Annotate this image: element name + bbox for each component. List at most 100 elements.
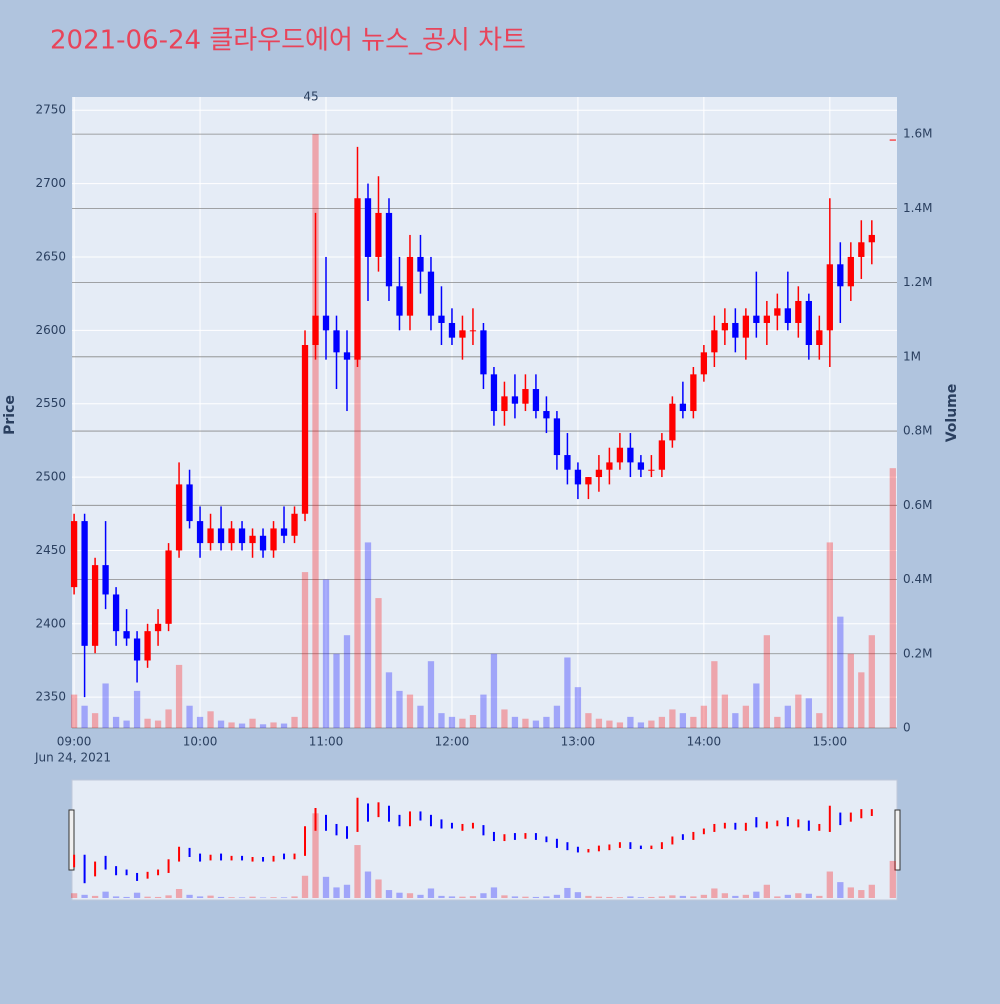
candle-body bbox=[522, 389, 529, 404]
volume-bar bbox=[679, 713, 687, 728]
y-tick-label: 2600 bbox=[35, 323, 66, 337]
mini-volume-bar bbox=[868, 884, 875, 898]
slider-handle-right[interactable] bbox=[894, 809, 901, 871]
volume-bar bbox=[238, 723, 246, 728]
x-tick-label: 12:00 bbox=[435, 735, 470, 749]
mini-volume-bar bbox=[417, 894, 424, 898]
candle-body bbox=[795, 300, 802, 323]
mini-volume-bar bbox=[70, 893, 78, 898]
volume-bar bbox=[490, 653, 498, 728]
volume-bar bbox=[406, 694, 414, 728]
volume-bar bbox=[291, 716, 298, 728]
volume-bar bbox=[627, 716, 634, 728]
candle-body bbox=[763, 315, 770, 323]
volume-bar bbox=[553, 705, 561, 728]
candle-body bbox=[312, 315, 319, 345]
candle-body bbox=[70, 521, 78, 588]
volume-bar bbox=[385, 672, 393, 728]
x-tick-label: 15:00 bbox=[813, 735, 848, 749]
candle-body bbox=[637, 462, 645, 470]
mini-volume-bar bbox=[375, 879, 382, 898]
candle-body bbox=[354, 198, 361, 360]
mini-volume-bar bbox=[732, 895, 739, 898]
volume-bar bbox=[459, 718, 466, 728]
volume-bar bbox=[763, 635, 770, 728]
y2-tick-label: 0.2M bbox=[903, 646, 932, 660]
candle-body bbox=[711, 330, 718, 353]
volume-bar bbox=[280, 723, 288, 728]
volume-bar bbox=[448, 716, 456, 728]
candle-body bbox=[721, 322, 729, 331]
mini-volume-bar bbox=[889, 860, 896, 898]
volume-bar bbox=[259, 724, 267, 728]
mini-volume-bar bbox=[858, 890, 865, 898]
plot-area bbox=[72, 97, 897, 728]
candle-body bbox=[448, 322, 456, 338]
mini-volume-bar bbox=[805, 893, 812, 898]
candle-body bbox=[438, 315, 445, 323]
slider-handle-left[interactable] bbox=[68, 809, 75, 871]
volume-bar bbox=[532, 720, 540, 728]
volume-bar bbox=[123, 720, 130, 728]
mini-volume-bar bbox=[637, 897, 645, 898]
mini-volume-bar bbox=[81, 894, 88, 898]
mini-volume-bar bbox=[469, 896, 477, 898]
volume-bar bbox=[511, 716, 519, 728]
candle-body bbox=[364, 198, 372, 257]
candle-body bbox=[816, 330, 823, 345]
y2-tick-label: 1M bbox=[903, 349, 921, 363]
candle-body bbox=[490, 374, 498, 412]
volume-bar bbox=[270, 722, 277, 728]
candle-body bbox=[826, 264, 833, 331]
range-slider[interactable] bbox=[71, 779, 898, 901]
mini-volume-bar bbox=[364, 871, 372, 898]
volume-bar bbox=[816, 713, 823, 728]
y2-tick-label: 0 bbox=[903, 721, 911, 735]
candle-body bbox=[123, 631, 130, 639]
mini-volume-bar bbox=[532, 896, 540, 898]
chart-title: 2021-06-24 클라우드에어 뉴스_공시 차트 bbox=[50, 26, 526, 56]
y-axis-title: Price bbox=[2, 395, 18, 435]
candle-body bbox=[480, 330, 487, 375]
mini-volume-bar bbox=[427, 888, 435, 898]
mini-volume-bar bbox=[385, 890, 393, 898]
mini-volume-bar bbox=[753, 891, 760, 898]
volume-bar bbox=[648, 720, 655, 728]
candle-body bbox=[396, 286, 403, 316]
volume-bar bbox=[427, 661, 435, 728]
candle-body bbox=[81, 521, 88, 646]
candle-body bbox=[165, 550, 172, 624]
candle-body bbox=[501, 396, 508, 412]
candle-body bbox=[732, 322, 739, 338]
mini-volume-bar bbox=[123, 896, 130, 898]
candle-body bbox=[217, 528, 225, 544]
candle-body bbox=[228, 528, 235, 544]
volume-bar bbox=[186, 705, 193, 728]
volume-bar bbox=[469, 715, 477, 728]
candle-body bbox=[669, 403, 676, 441]
mini-volume-bar bbox=[658, 896, 666, 898]
candle-body bbox=[196, 521, 204, 544]
candle-body bbox=[427, 271, 435, 316]
candle-body bbox=[532, 389, 540, 412]
candle-body bbox=[658, 440, 666, 470]
x-tick-label: 09:00 bbox=[57, 735, 92, 749]
y2-axis-title: Volume bbox=[944, 384, 960, 443]
mini-volume-bar bbox=[322, 876, 330, 898]
volume-bar bbox=[154, 720, 162, 728]
candle-body bbox=[858, 242, 865, 257]
volume-bar bbox=[207, 711, 214, 728]
candle-body bbox=[690, 374, 697, 412]
volume-bar bbox=[438, 713, 445, 728]
mini-volume-bar bbox=[228, 897, 235, 898]
volume-bar bbox=[837, 616, 844, 728]
candle-body bbox=[564, 455, 571, 470]
volume-bar bbox=[742, 705, 750, 728]
volume-bar bbox=[868, 635, 875, 728]
candle-body bbox=[385, 212, 393, 287]
volume-bar bbox=[522, 718, 529, 728]
mini-volume-bar bbox=[207, 895, 214, 898]
volume-bar bbox=[564, 657, 571, 728]
volume-bar bbox=[858, 672, 865, 728]
volume-bar bbox=[732, 713, 739, 728]
